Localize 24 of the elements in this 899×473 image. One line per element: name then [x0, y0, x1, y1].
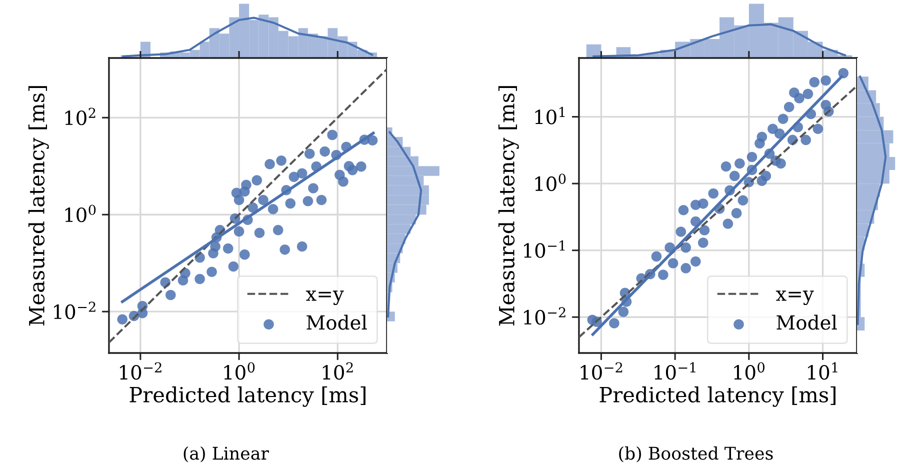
y-axis-title: Measured latency [ms] — [498, 86, 519, 326]
x-tick-label: 10$^{1}$ — [808, 362, 838, 380]
y-tick-label: 10$^{−1}$ — [524, 240, 565, 258]
y-tick-label: 10$^{−2}$ — [54, 302, 96, 320]
x-tick-label: 10$^{−2}$ — [120, 362, 162, 380]
legend-label: Model — [306, 314, 367, 330]
x-axis-title: Predicted latency [ms] — [130, 386, 366, 407]
y-tick-label: 10$^{1}$ — [535, 106, 565, 124]
x-tick-label: 10$^{−1}$ — [654, 362, 696, 380]
y-tick-label: 10$^{2}$ — [65, 108, 96, 126]
x-tick-label: 10$^{−2}$ — [580, 362, 622, 380]
x-tick-label: 10$^{0}$ — [734, 362, 764, 380]
text: (a) Linear — [184, 446, 270, 462]
x-axis-title: Predicted latency [ms] — [600, 386, 836, 407]
y-tick-label: 10$^{0}$ — [65, 204, 96, 222]
y-tick-label: 10$^{0}$ — [535, 174, 566, 192]
legend-label: Model — [776, 314, 837, 330]
legend-label: x=y — [776, 290, 814, 306]
text: (b) Boosted Trees — [619, 446, 773, 462]
y-axis-title: Measured latency [ms] — [28, 86, 49, 326]
x-tick-label: 10$^{0}$ — [224, 362, 255, 380]
legend-label: x=y — [306, 290, 344, 306]
y-tick-label: 10$^{−2}$ — [524, 307, 566, 325]
x-tick-label: 10$^{2}$ — [322, 362, 353, 380]
